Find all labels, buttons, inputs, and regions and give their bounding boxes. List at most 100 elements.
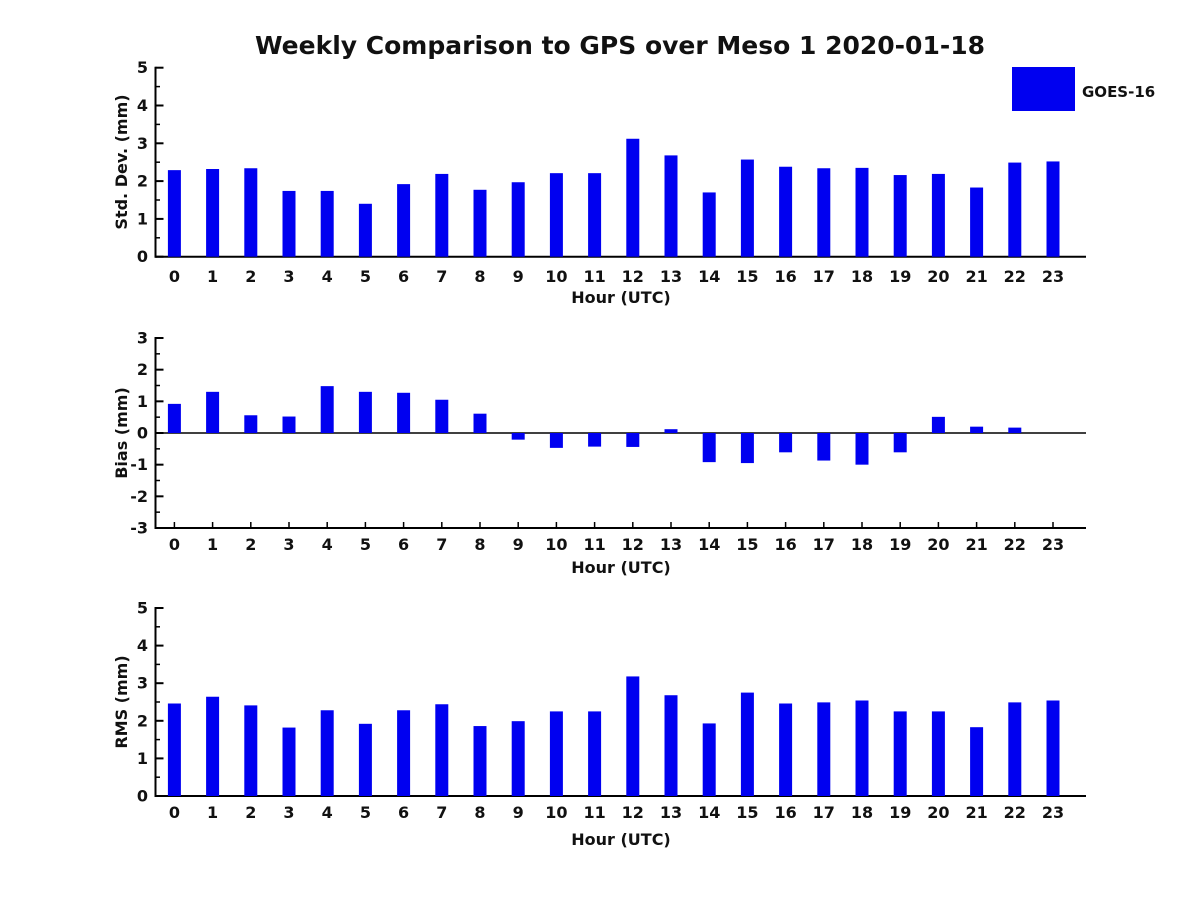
bar-bias-h21 xyxy=(970,426,984,433)
x-tick-label-stddev-h5: 5 xyxy=(360,267,371,286)
bar-rms-h8 xyxy=(473,726,487,796)
x-tick-label-bias-h14: 14 xyxy=(698,535,720,554)
bar-stddev-h17 xyxy=(817,168,831,257)
x-tick-label-rms-h16: 16 xyxy=(774,803,796,822)
bar-rms-h4 xyxy=(320,710,334,796)
bar-stddev-h22 xyxy=(1008,162,1022,257)
y-tick-label-stddev: 3 xyxy=(137,134,148,153)
bar-bias-h12 xyxy=(626,433,640,447)
bar-bias-h6 xyxy=(397,392,411,433)
bar-rms-h17 xyxy=(817,702,831,796)
bar-bias-h2 xyxy=(244,415,258,433)
legend-label-goes16: GOES-16 xyxy=(1082,83,1156,101)
x-tick-label-stddev-h0: 0 xyxy=(169,267,180,286)
x-tick-label-stddev-h8: 8 xyxy=(474,267,485,286)
y-tick-label-bias: -2 xyxy=(130,487,148,506)
x-tick-label-stddev-h10: 10 xyxy=(545,267,567,286)
bar-stddev-h9 xyxy=(511,182,525,257)
bar-stddev-h0 xyxy=(167,170,181,257)
x-tick-label-rms-h7: 7 xyxy=(436,803,447,822)
bar-rms-h10 xyxy=(549,711,563,796)
x-tick-label-bias-h11: 11 xyxy=(583,535,605,554)
bar-rms-h13 xyxy=(664,695,678,796)
y-tick-label-stddev: 0 xyxy=(137,247,148,266)
y-tick-label-bias: 1 xyxy=(137,392,148,411)
x-tick-label-rms-h19: 19 xyxy=(889,803,911,822)
bar-bias-h7 xyxy=(435,399,449,433)
bar-bias-h3 xyxy=(282,416,296,433)
bar-bias-h19 xyxy=(893,433,907,453)
x-tick-label-rms-h10: 10 xyxy=(545,803,567,822)
x-tick-label-bias-h4: 4 xyxy=(322,535,333,554)
y-tick-label-stddev: 4 xyxy=(137,96,148,115)
bar-stddev-h21 xyxy=(970,187,984,257)
x-tick-label-stddev-h4: 4 xyxy=(322,267,333,286)
x-axis-label-stddev: Hour (UTC) xyxy=(571,288,671,307)
x-tick-label-rms-h15: 15 xyxy=(736,803,758,822)
bar-rms-h11 xyxy=(588,711,602,796)
x-tick-label-rms-h4: 4 xyxy=(322,803,333,822)
bar-stddev-h14 xyxy=(702,192,716,257)
x-tick-label-rms-h23: 23 xyxy=(1042,803,1064,822)
x-tick-label-stddev-h3: 3 xyxy=(283,267,294,286)
x-tick-label-stddev-h7: 7 xyxy=(436,267,447,286)
x-tick-label-stddev-h1: 1 xyxy=(207,267,218,286)
bar-stddev-h1 xyxy=(206,169,220,257)
x-tick-label-rms-h22: 22 xyxy=(1004,803,1026,822)
y-tick-label-bias: 0 xyxy=(137,424,148,443)
bar-rms-h23 xyxy=(1046,700,1060,796)
x-tick-label-rms-h11: 11 xyxy=(583,803,605,822)
bar-rms-h15 xyxy=(740,692,754,796)
x-tick-label-stddev-h6: 6 xyxy=(398,267,409,286)
x-tick-label-bias-h20: 20 xyxy=(927,535,949,554)
x-tick-label-rms-h18: 18 xyxy=(851,803,873,822)
bar-rms-h21 xyxy=(970,727,984,796)
bar-rms-h12 xyxy=(626,676,640,796)
x-tick-label-stddev-h20: 20 xyxy=(927,267,949,286)
y-tick-label-rms: 2 xyxy=(137,711,148,730)
bar-rms-h0 xyxy=(167,703,181,796)
y-tick-label-bias: 2 xyxy=(137,360,148,379)
bar-bias-h1 xyxy=(206,391,220,433)
x-tick-label-stddev-h13: 13 xyxy=(660,267,682,286)
bar-stddev-h2 xyxy=(244,168,258,257)
bar-bias-h14 xyxy=(702,433,716,463)
x-tick-label-bias-h12: 12 xyxy=(622,535,644,554)
x-tick-label-bias-h15: 15 xyxy=(736,535,758,554)
x-tick-label-bias-h8: 8 xyxy=(474,535,485,554)
bar-stddev-h5 xyxy=(358,203,372,257)
x-tick-label-rms-h20: 20 xyxy=(927,803,949,822)
x-tick-label-stddev-h14: 14 xyxy=(698,267,720,286)
x-tick-label-bias-h3: 3 xyxy=(283,535,294,554)
y-tick-label-bias: 3 xyxy=(137,329,148,348)
bar-rms-h3 xyxy=(282,727,296,796)
x-tick-label-stddev-h16: 16 xyxy=(774,267,796,286)
bar-bias-h18 xyxy=(855,433,869,465)
bar-stddev-h18 xyxy=(855,167,869,257)
x-tick-label-stddev-h19: 19 xyxy=(889,267,911,286)
y-tick-label-rms: 0 xyxy=(137,787,148,806)
x-tick-label-bias-h17: 17 xyxy=(813,535,835,554)
bar-bias-h13 xyxy=(664,429,678,433)
x-tick-label-stddev-h2: 2 xyxy=(245,267,256,286)
bar-rms-h7 xyxy=(435,704,449,796)
x-tick-label-bias-h18: 18 xyxy=(851,535,873,554)
x-tick-label-rms-h2: 2 xyxy=(245,803,256,822)
bar-stddev-h10 xyxy=(549,173,563,257)
bar-rms-h16 xyxy=(779,703,793,796)
bar-bias-h4 xyxy=(320,386,334,433)
y-tick-label-bias: -3 xyxy=(130,519,148,538)
y-tick-label-stddev: 5 xyxy=(137,58,148,77)
x-tick-label-bias-h5: 5 xyxy=(360,535,371,554)
bar-bias-h10 xyxy=(549,433,563,448)
bar-bias-h16 xyxy=(779,433,793,453)
x-tick-label-bias-h23: 23 xyxy=(1042,535,1064,554)
y-tick-label-rms: 5 xyxy=(137,599,148,618)
x-tick-label-rms-h6: 6 xyxy=(398,803,409,822)
bar-bias-h15 xyxy=(740,433,754,464)
x-tick-label-rms-h21: 21 xyxy=(965,803,987,822)
x-tick-label-bias-h19: 19 xyxy=(889,535,911,554)
chart-title: Weekly Comparison to GPS over Meso 1 202… xyxy=(254,31,986,60)
x-tick-label-rms-h17: 17 xyxy=(813,803,835,822)
bar-stddev-h7 xyxy=(435,173,449,257)
